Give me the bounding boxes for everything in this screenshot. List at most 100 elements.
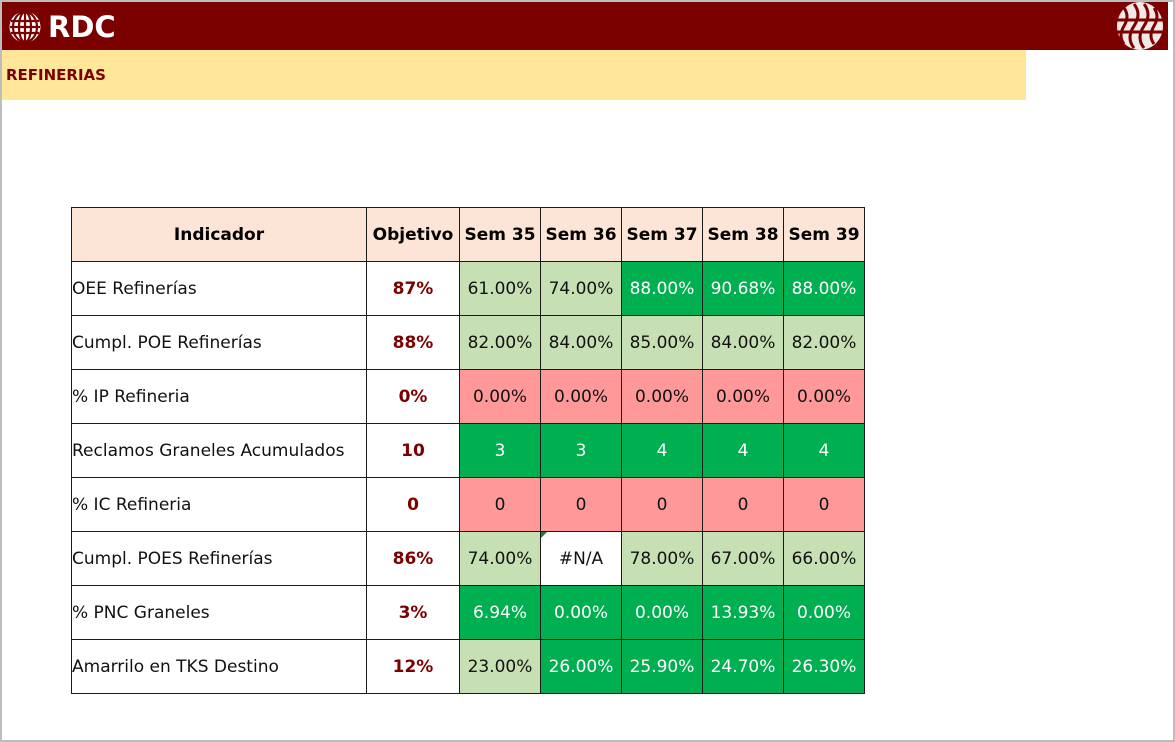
week-value-cell[interactable]: 74.00% (459, 531, 541, 586)
week-value: 0 (656, 494, 668, 515)
indicator-cell[interactable]: OEE Refinerías (71, 261, 367, 316)
week-value-cell[interactable]: 78.00% (621, 531, 703, 586)
week-value-cell[interactable]: 0 (783, 477, 865, 532)
week-value: 0.00% (553, 386, 608, 407)
week-value: 66.00% (791, 548, 857, 569)
week-value-cell[interactable]: 0 (702, 477, 784, 532)
week-value-cell[interactable]: 3 (540, 423, 622, 478)
week-value: 82.00% (791, 332, 857, 353)
week-value-cell[interactable]: 6.94% (459, 585, 541, 640)
week-value-cell[interactable]: 0.00% (621, 585, 703, 640)
week-value-cell[interactable]: 61.00% (459, 261, 541, 316)
week-value: 0.00% (634, 386, 689, 407)
week-value-cell[interactable]: 67.00% (702, 531, 784, 586)
week-value-cell[interactable]: 4 (621, 423, 703, 478)
week-value: 26.00% (548, 656, 614, 677)
indicator-cell[interactable]: Reclamos Graneles Acumulados (71, 423, 367, 478)
indicator-cell[interactable]: % IC Refineria (71, 477, 367, 532)
week-value-cell[interactable]: 26.00% (540, 639, 622, 694)
objective-cell[interactable]: 10 (366, 423, 460, 478)
week-value: 84.00% (548, 332, 614, 353)
indicator-cell[interactable]: Cumpl. POES Refinerías (71, 531, 367, 586)
objective-cell[interactable]: 12% (366, 639, 460, 694)
week-value-cell[interactable]: 84.00% (702, 315, 784, 370)
week-value: 3 (494, 440, 506, 461)
week-value-cell[interactable]: 66.00% (783, 531, 865, 586)
objective-cell[interactable]: 3% (366, 585, 460, 640)
week-value-cell[interactable]: 88.00% (783, 261, 865, 316)
objective-cell[interactable]: 87% (366, 261, 460, 316)
week-value: 4 (818, 440, 830, 461)
week-value-cell[interactable]: 0.00% (783, 585, 865, 640)
week-value-cell[interactable]: 82.00% (459, 315, 541, 370)
top-header-bar: RDC (2, 2, 1168, 50)
week-value-cell[interactable]: 88.00% (621, 261, 703, 316)
column-header[interactable]: Objetivo (366, 207, 460, 262)
indicator-cell[interactable]: Amarrilo en TKS Destino (71, 639, 367, 694)
column-header[interactable]: Sem 37 (621, 207, 703, 262)
week-value: 24.70% (710, 656, 776, 677)
objective-cell[interactable]: 88% (366, 315, 460, 370)
week-value: 0 (737, 494, 749, 515)
table-row: Cumpl. POES Refinerías 86% 74.00% #N/A 78.00… (71, 531, 865, 586)
week-value: 82.00% (467, 332, 533, 353)
week-value-cell[interactable]: 0.00% (783, 369, 865, 424)
week-value-cell[interactable]: 0.00% (702, 369, 784, 424)
week-value: 88.00% (629, 278, 695, 299)
column-header[interactable]: Sem 39 (783, 207, 865, 262)
week-value: 67.00% (710, 548, 776, 569)
table-row: % PNC Graneles 3% 6.94% 0.00% 0.00% 13.93% 0.0… (71, 585, 865, 640)
week-value: 0 (575, 494, 587, 515)
objective-cell[interactable]: 0 (366, 477, 460, 532)
week-value-cell[interactable]: 25.90% (621, 639, 703, 694)
week-value-cell[interactable]: 74.00% (540, 261, 622, 316)
week-value: 23.00% (467, 656, 533, 677)
section-banner: REFINERIAS (2, 50, 1026, 100)
week-value-cell[interactable]: 0.00% (540, 369, 622, 424)
week-value-cell[interactable]: 0 (459, 477, 541, 532)
column-header[interactable]: Sem 35 (459, 207, 541, 262)
indicator-cell[interactable]: % PNC Graneles (71, 585, 367, 640)
table-row: Cumpl. POE Refinerías 88% 82.00% 84.00% 85.0… (71, 315, 865, 370)
week-value-cell[interactable]: 3 (459, 423, 541, 478)
week-value: 3 (575, 440, 587, 461)
corner-emblem-icon (1114, 2, 1164, 54)
week-value-cell[interactable]: 0.00% (540, 585, 622, 640)
week-value-cell[interactable]: 90.68% (702, 261, 784, 316)
week-value-cell[interactable]: 24.70% (702, 639, 784, 694)
table-row: % IC Refineria 0 0 0 0 0 0 (71, 477, 865, 532)
week-value-cell[interactable]: #N/A (540, 531, 622, 586)
week-value: 74.00% (548, 278, 614, 299)
week-value-cell[interactable]: 85.00% (621, 315, 703, 370)
week-value-cell[interactable]: 0.00% (621, 369, 703, 424)
column-header[interactable]: Sem 38 (702, 207, 784, 262)
indicator-cell[interactable]: Cumpl. POE Refinerías (71, 315, 367, 370)
week-value: 0 (494, 494, 506, 515)
week-value-cell[interactable]: 84.00% (540, 315, 622, 370)
week-value-cell[interactable]: 82.00% (783, 315, 865, 370)
section-title: REFINERIAS (6, 66, 106, 84)
week-value-cell[interactable]: 0.00% (459, 369, 541, 424)
week-value: 74.00% (467, 548, 533, 569)
week-value: 4 (656, 440, 668, 461)
week-value-cell[interactable]: 13.93% (702, 585, 784, 640)
week-value-cell[interactable]: 23.00% (459, 639, 541, 694)
column-header[interactable]: Indicador (71, 207, 367, 262)
week-value-cell[interactable]: 4 (783, 423, 865, 478)
error-indicator-icon (541, 532, 547, 538)
indicator-cell[interactable]: % IP Refineria (71, 369, 367, 424)
week-value-cell[interactable]: 0 (621, 477, 703, 532)
table-row: Reclamos Graneles Acumulados 10 3 3 4 4 4 (71, 423, 865, 478)
week-value: 78.00% (629, 548, 695, 569)
week-value-cell[interactable]: 4 (702, 423, 784, 478)
week-value: #N/A (558, 548, 604, 569)
objective-cell[interactable]: 86% (366, 531, 460, 586)
week-value-cell[interactable]: 26.30% (783, 639, 865, 694)
week-value: 84.00% (710, 332, 776, 353)
objective-cell[interactable]: 0% (366, 369, 460, 424)
week-value: 90.68% (710, 278, 776, 299)
week-value-cell[interactable]: 0 (540, 477, 622, 532)
week-value: 13.93% (710, 602, 776, 623)
week-value: 25.90% (629, 656, 695, 677)
column-header[interactable]: Sem 36 (540, 207, 622, 262)
